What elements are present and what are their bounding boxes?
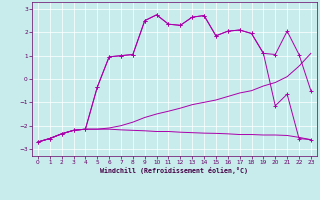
X-axis label: Windchill (Refroidissement éolien,°C): Windchill (Refroidissement éolien,°C) — [100, 167, 248, 174]
